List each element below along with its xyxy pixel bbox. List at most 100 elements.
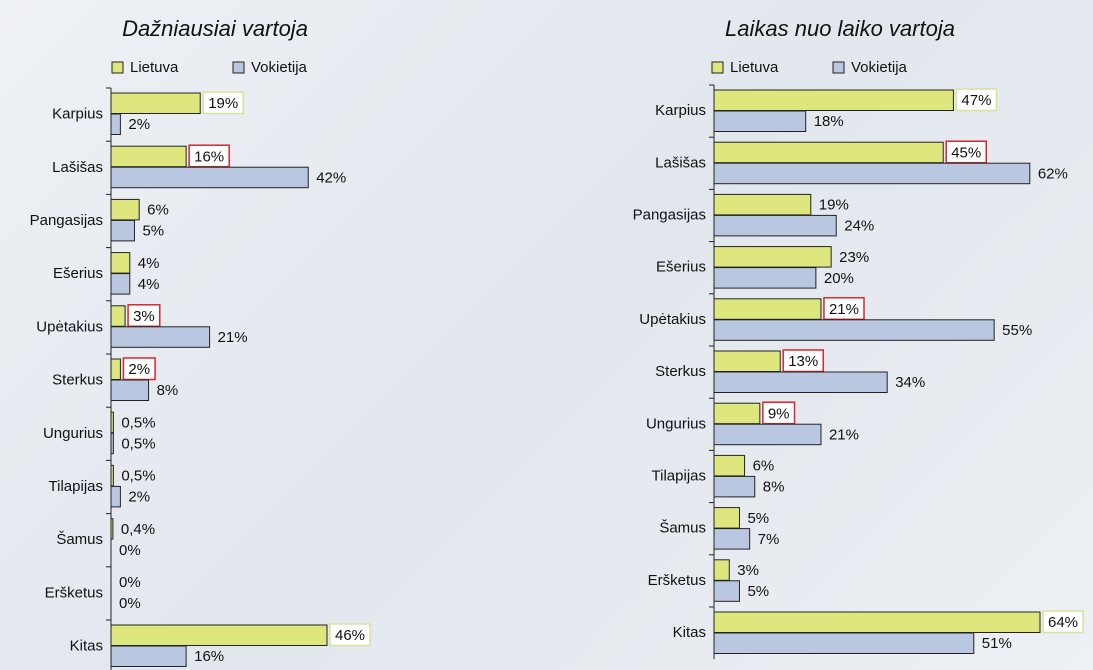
bar [713,298,822,320]
bar [110,92,201,114]
legend-swatch [832,61,845,74]
value-label: 0,5% [121,435,155,452]
value-label: 5% [747,583,769,600]
value-label: 62% [1038,165,1068,182]
value-label: 45% [951,144,981,161]
bar [713,475,756,498]
legend-label: Vokietija [851,59,908,76]
category-label: Ungurius [43,425,103,442]
value-label: 20% [824,270,854,287]
category-label: Tilapijas [49,478,103,495]
legend-swatch [111,61,124,74]
bar [713,507,740,529]
value-label: 46% [335,627,365,644]
value-label: 21% [829,301,859,318]
value-label: 7% [758,531,780,548]
value-label: 55% [1002,322,1032,339]
category-label: Ešerius [53,265,103,282]
bar [110,145,187,168]
bar [110,198,140,221]
value-label: 3% [133,308,155,325]
category-label: Lašišas [655,154,706,171]
value-label: 2% [128,489,150,506]
bar [713,214,837,237]
bar [110,432,114,455]
bar [110,464,114,487]
bar [713,350,781,372]
value-label: 42% [316,169,346,186]
label-box [202,91,244,115]
value-label: 3% [737,562,759,579]
legend-label: Lietuva [130,59,179,76]
category-label: Sterkus [52,372,103,389]
bar [110,358,121,380]
bar [110,219,135,242]
bar [713,528,751,550]
bar [713,110,807,132]
value-label: 21% [218,329,248,346]
value-label: 9% [768,405,790,422]
bar [713,454,746,477]
value-label: 47% [961,92,991,109]
category-label: Pangasijas [633,206,706,223]
value-label: 5% [747,510,769,527]
label-box [1042,610,1084,634]
value-label: 16% [194,148,224,165]
value-label: 51% [982,635,1012,652]
category-label: Upėtakius [639,311,706,328]
category-label: Šamus [659,520,706,537]
bar [110,166,309,189]
category-label: Eršketus [45,584,103,601]
value-label: 23% [839,249,869,266]
value-label: 21% [829,426,859,443]
value-label: 2% [128,361,150,378]
value-label: 2% [128,116,150,133]
category-label: Eršketus [648,572,706,589]
value-label: 64% [1048,614,1078,631]
bar [110,273,131,295]
category-label: Tilapijas [652,467,706,484]
category-label: Šamus [56,531,103,548]
value-label: 0% [119,574,141,591]
bar [110,624,328,646]
value-label: 0% [119,595,141,612]
category-label: Pangasijas [30,212,103,229]
chart-title: Dažniausiai vartoja [122,16,308,41]
legend-label: Vokietija [251,59,308,76]
bar [713,559,730,581]
value-label: 4% [138,255,160,272]
bar [713,611,1041,633]
category-label: Kitas [70,638,103,655]
value-label: 19% [208,95,238,112]
bar [110,485,121,508]
value-label: 0% [119,542,141,559]
bar [713,319,995,341]
bar [110,305,126,327]
bar [713,580,740,602]
bar [713,193,812,216]
value-label: 19% [819,197,849,214]
bar [713,371,888,393]
value-label: 13% [788,353,818,370]
bar [110,113,121,135]
legend-swatch [232,61,245,74]
value-label: 18% [814,113,844,130]
category-label: Karpius [52,106,103,123]
category-label: Kitas [673,624,706,641]
bar [713,402,761,425]
bar [110,326,211,348]
bar [713,246,832,268]
value-label: 6% [753,458,775,475]
value-label: 8% [157,382,179,399]
value-label: 5% [142,223,164,240]
bar [713,267,817,289]
legend-swatch [711,61,724,74]
value-label: 6% [147,202,169,219]
category-label: Sterkus [655,363,706,380]
bar [110,518,114,540]
chart-title: Laikas nuo laiko vartoja [725,16,955,41]
category-label: Lašišas [52,159,103,176]
bar [110,411,114,434]
bar [713,423,822,446]
